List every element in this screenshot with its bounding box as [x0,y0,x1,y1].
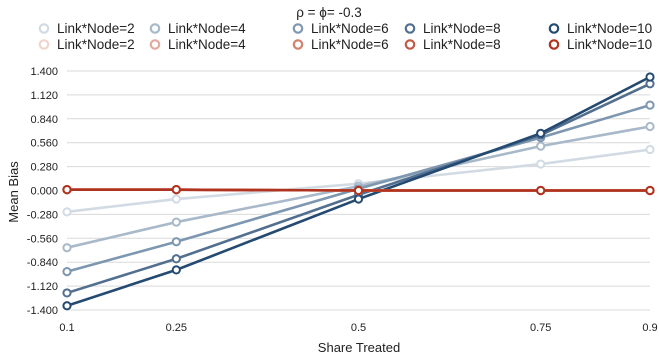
legend-label: Link*Node=8 [423,21,501,36]
legend: Link*Node=2 Link*Node=4 Link*Node=6 Link*No… [38,21,652,52]
series-group [62,72,655,311]
legend-label: Link*Node=4 [168,37,246,52]
legend-item: Link*Node=6 [292,21,389,36]
y-axis-ticks: 1.400 1.120 0.840 0.560 0.280 0.000 -0.280 -0.5… [27,66,58,317]
y-tick-label: 1.400 [30,66,58,78]
data-point [171,185,181,195]
legend-label: Link*Node=10 [567,21,652,36]
data-point [62,266,72,277]
y-tick-label: 0.560 [30,138,58,150]
legend-marker [548,39,560,50]
chart-title: ρ = ϕ= -0.3 [296,5,362,20]
legend-label: Link*Node=2 [57,21,135,36]
legend-label: Link*Node=10 [567,37,652,52]
legend-item: Link*Node=10 [548,21,652,36]
data-point [645,100,655,110]
data-point [536,141,546,151]
legend-marker [149,39,161,50]
legend-item: Link*Node=8 [404,37,501,52]
legend-item: Link*Node=8 [404,21,501,36]
data-point [62,288,72,298]
data-point [62,185,72,195]
legend-marker [548,23,560,34]
y-tick-label: -0.560 [27,233,58,245]
data-point [645,121,655,132]
legend-label: Link*Node=4 [168,21,246,36]
series-line [62,185,655,196]
legend-item: Link*Node=6 [292,37,389,52]
legend-label: Link*Node=2 [57,37,135,52]
data-point [536,185,546,196]
legend-item: Link*Node=4 [149,21,246,36]
y-tick-label: 0.840 [30,114,58,126]
x-axis-title: Share Treated [318,340,400,354]
data-point [171,254,181,264]
y-tick-label: -1.400 [27,305,58,317]
legend-label: Link*Node=6 [311,37,389,52]
data-point [62,301,72,311]
legend-marker [149,23,161,34]
data-point [645,185,655,196]
y-tick-label: -0.840 [27,257,58,269]
y-tick-label: -0.280 [27,209,58,221]
x-tick-label: 0.5 [351,322,366,334]
legend-item: Link*Node=10 [548,37,652,52]
data-point [645,144,655,155]
legend-item: Link*Node=2 [38,37,135,52]
legend-item: Link*Node=4 [149,37,246,52]
x-tick-label: 0.1 [59,322,74,334]
series-line [62,144,655,217]
data-point [62,243,72,253]
legend-marker [38,39,50,50]
data-point [171,217,181,227]
y-tick-label: 1.120 [30,90,58,102]
legend-marker [292,23,304,34]
y-tick-label: -1.120 [27,281,58,293]
y-tick-label: 0.000 [30,186,58,198]
data-point [353,194,364,204]
legend-marker [404,39,416,50]
data-point [645,72,655,82]
y-axis-title: Mean Bias [6,161,21,223]
legend-label: Link*Node=8 [423,37,501,52]
y-tick-label: 0.280 [30,162,58,174]
legend-marker [38,23,50,34]
data-point [171,237,181,247]
data-point [62,207,72,217]
series-line [62,72,655,311]
legend-label: Link*Node=6 [311,21,389,36]
x-tick-label: 0.9 [642,322,657,334]
data-point [353,185,364,196]
x-tick-label: 0.25 [166,322,187,334]
x-axis-ticks: 0.1 0.25 0.5 0.75 0.9 [59,322,657,334]
legend-item: Link*Node=2 [38,21,135,36]
legend-marker [292,39,304,50]
x-tick-label: 0.75 [530,322,551,334]
data-point [171,265,181,275]
data-point [171,194,181,204]
data-point [536,159,546,169]
data-point [536,128,546,138]
legend-marker [404,23,416,34]
